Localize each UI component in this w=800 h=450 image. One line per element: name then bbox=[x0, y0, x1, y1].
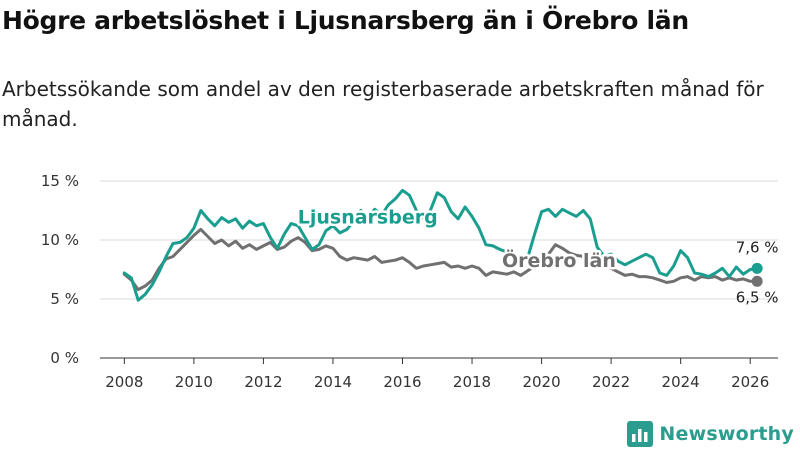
x-tick-label: 2024 bbox=[662, 373, 700, 391]
label-layer: 7,6 % 6,5 % Ljusnarsberg Örebro län bbox=[295, 204, 779, 306]
y-tick-label: 5 % bbox=[50, 290, 79, 308]
x-tick-label: 2022 bbox=[592, 373, 630, 391]
x-tick-label: 2026 bbox=[731, 373, 769, 391]
page-subtitle: Arbetssökande som andel av den registerb… bbox=[2, 77, 764, 131]
series-end-label: 7,6 % bbox=[736, 238, 779, 256]
x-tick-label: 2018 bbox=[453, 373, 491, 391]
series-end-point bbox=[751, 262, 763, 274]
x-tick-label: 2010 bbox=[175, 373, 213, 391]
page-title: Högre arbetslöshet i Ljusnarsberg än i Ö… bbox=[2, 6, 689, 35]
series-end-label: 6,5 % bbox=[736, 288, 779, 306]
axis-layer: 0 % 5 % 10 % 15 % 2008 2010 2012 2014 2016 2018 20… bbox=[41, 172, 769, 391]
newsworthy-logo-icon bbox=[627, 421, 654, 447]
x-tick-label: 2012 bbox=[244, 373, 282, 391]
series-name-label: Örebro län bbox=[502, 248, 616, 272]
series-end-point bbox=[751, 275, 763, 287]
x-tick-label: 2020 bbox=[522, 373, 560, 391]
x-tick-label: 2016 bbox=[383, 373, 421, 391]
brand-name: Newsworthy bbox=[659, 423, 794, 445]
x-tick-label: 2008 bbox=[105, 373, 143, 391]
grid-layer bbox=[100, 180, 778, 359]
series-layer bbox=[122, 188, 763, 302]
brand: Newsworthy bbox=[627, 420, 794, 448]
y-tick-label: 10 % bbox=[41, 231, 79, 249]
series-name-label: Ljusnarsberg bbox=[298, 206, 438, 228]
y-tick-label: 0 % bbox=[50, 349, 79, 367]
y-tick-label: 15 % bbox=[41, 172, 79, 190]
x-tick-label: 2014 bbox=[314, 373, 352, 391]
series-line-ljusnarsberg bbox=[122, 188, 759, 302]
series-line-orebro-lan bbox=[122, 227, 759, 292]
